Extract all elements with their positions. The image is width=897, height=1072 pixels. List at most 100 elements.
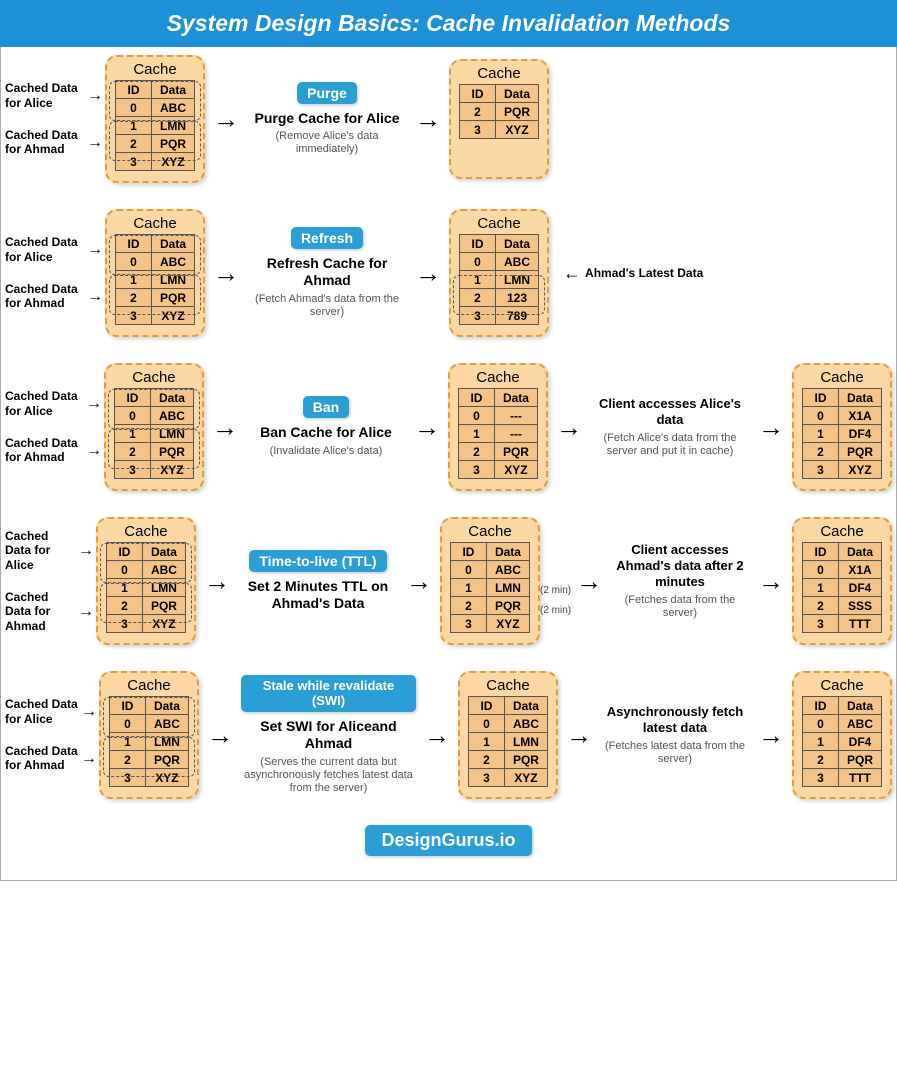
cache-title: Cache xyxy=(802,369,882,386)
cache-table: IDData0ABC1LMN2PQR3XYZ xyxy=(115,234,195,325)
arrow-icon: → xyxy=(86,394,102,413)
label-alice: Cached Data for Alice xyxy=(5,81,85,110)
cache-title: Cache xyxy=(802,677,882,694)
arrow-icon: → xyxy=(205,260,247,286)
arrow-icon: → xyxy=(81,749,97,768)
label-ahmad: Cached Data for Ahmad xyxy=(5,128,85,157)
cache-table: IDData0ABC1LMN2PQR3XYZ xyxy=(106,542,186,633)
label-alice: Cached Data for Alice xyxy=(5,235,85,264)
arrow-icon: → xyxy=(750,722,792,748)
arrow-icon: → xyxy=(196,568,238,594)
step2-title: Asynchronously fetch latest data xyxy=(600,704,750,737)
cache-title: Cache xyxy=(106,523,186,540)
label-ahmad: Cached Data for Ahmad xyxy=(5,436,84,465)
method-swi: Stale while revalidate (SWI) Set SWI for… xyxy=(241,675,416,796)
step2-sub: (Fetches latest data from the server) xyxy=(600,740,750,766)
side-labels: Cached Data for Alice→ Cached Data for A… xyxy=(5,389,104,465)
arrow-icon: → xyxy=(78,602,94,621)
method-action: Set 2 Minutes TTL on Ahmad's Data xyxy=(238,578,398,613)
label-ahmad: Cached Data for Ahmad xyxy=(5,282,85,311)
label-alice: Cached Data for Alice xyxy=(5,529,76,572)
method-action: Ban Cache for Alice xyxy=(260,424,392,442)
arrow-icon: → xyxy=(750,414,792,440)
arrow-icon: → xyxy=(416,722,458,748)
arrow-icon: → xyxy=(750,568,792,594)
ttl-annotation: (2 min) xyxy=(538,605,571,616)
cache-title: Cache xyxy=(468,677,548,694)
cache-mid: Cache IDData0ABC1LMN2PQR3XYZ (2 min) (2 … xyxy=(440,517,540,645)
method-note: (Invalidate Alice's data) xyxy=(270,445,383,458)
label-alice: Cached Data for Alice xyxy=(5,697,79,726)
cache-mid: Cache IDData0---1---2PQR3XYZ xyxy=(448,363,548,491)
swi-step2: Asynchronously fetch latest data (Fetche… xyxy=(600,704,750,766)
cache-before: Cache IDData0ABC1LMN2PQR3XYZ xyxy=(105,55,205,183)
cache-title: Cache xyxy=(114,369,194,386)
arrow-icon: → xyxy=(398,568,440,594)
cache-after: Cache IDData0ABC1DF42PQR3TTT xyxy=(792,671,892,799)
method-badge: Ban xyxy=(303,396,349,418)
footer: DesignGurus.io xyxy=(5,825,892,862)
step2-title: Client accesses Ahmad's data after 2 min… xyxy=(610,542,750,591)
cache-table: IDData0ABC1LMN21233789 xyxy=(459,234,539,325)
arrow-icon: → xyxy=(86,441,102,460)
arrow-icon: → xyxy=(87,133,103,152)
arrow-icon: → xyxy=(204,414,246,440)
cache-table: IDData0ABC1LMN2PQR3XYZ xyxy=(109,696,189,787)
refresh-side-text: Ahmad's Latest Data xyxy=(585,266,703,280)
arrow-icon: → xyxy=(407,260,449,286)
step2-sub: (Fetch Alice's data from the server and … xyxy=(590,432,750,458)
cache-after: Cache IDData0ABC1LMN21233789 xyxy=(449,209,549,337)
method-action: Set SWI for Aliceand Ahmad xyxy=(241,718,416,753)
cache-title: Cache xyxy=(802,523,882,540)
method-note: (Serves the current data but asynchronou… xyxy=(241,756,416,796)
method-note: (Fetch Ahmad's data from the server) xyxy=(247,293,407,319)
cache-mid: Cache IDData0ABC1LMN2PQR3XYZ xyxy=(458,671,558,799)
cache-table: IDData0ABC1LMN2PQR3XYZ xyxy=(114,388,194,479)
arrow-icon: → xyxy=(558,722,600,748)
step2-title: Client accesses Alice's data xyxy=(590,396,750,429)
arrow-icon: → xyxy=(205,106,247,132)
cache-before: Cache IDData0ABC1LMN2PQR3XYZ xyxy=(104,363,204,491)
ttl-step2: Client accesses Ahmad's data after 2 min… xyxy=(610,542,750,620)
arrow-icon: → xyxy=(407,106,449,132)
arrow-icon: → xyxy=(199,722,241,748)
label-ahmad: Cached Data for Ahmad xyxy=(5,590,76,633)
side-labels: Cached Data for Alice→ Cached Data for A… xyxy=(5,235,105,311)
side-labels: Cached Data for Alice → Cached Data for A… xyxy=(5,81,105,157)
cache-before: Cache IDData0ABC1LMN2PQR3XYZ xyxy=(105,209,205,337)
cache-before: Cache IDData0ABC1LMN2PQR3XYZ xyxy=(99,671,199,799)
footer-badge: DesignGurus.io xyxy=(365,825,531,856)
row-ban: Cached Data for Alice→ Cached Data for A… xyxy=(5,363,892,491)
label-ahmad: Cached Data for Ahmad xyxy=(5,744,79,773)
arrow-icon: → xyxy=(406,414,448,440)
label-alice: Cached Data for Alice xyxy=(5,389,84,418)
row-purge: Cached Data for Alice → Cached Data for A… xyxy=(5,55,892,183)
cache-title: Cache xyxy=(115,215,195,232)
cache-title: Cache xyxy=(450,523,530,540)
row-ttl: Cached Data for Alice→ Cached Data for A… xyxy=(5,517,892,645)
method-badge: Refresh xyxy=(291,227,363,249)
diagram-canvas: Cached Data for Alice→ Cached Data for A… xyxy=(0,47,897,881)
cache-after: Cache IDData0X1A1DF42SSS3TTT xyxy=(792,517,892,645)
cache-table: IDData2PQR3XYZ xyxy=(459,84,539,139)
cache-table: IDData0ABC1LMN2PQR3XYZ xyxy=(115,80,195,171)
cache-title: Cache xyxy=(458,369,538,386)
step2-sub: (Fetches data from the server) xyxy=(610,594,750,620)
ttl-annotation: (2 min) xyxy=(538,585,571,596)
method-ttl: Time-to-live (TTL) Set 2 Minutes TTL on … xyxy=(238,550,398,613)
arrow-icon: → xyxy=(87,240,103,259)
method-refresh: Refresh Refresh Cache for Ahmad (Fetch A… xyxy=(247,227,407,319)
method-note: (Remove Alice's data immediately) xyxy=(247,130,407,156)
refresh-side-label: ← Ahmad's Latest Data xyxy=(563,263,703,284)
cache-title: Cache xyxy=(459,65,539,82)
arrow-icon: → xyxy=(87,287,103,306)
side-labels: Cached Data for Alice→ Cached Data for A… xyxy=(5,529,96,633)
arrow-icon: → xyxy=(81,702,97,721)
row-swi: Cached Data for Alice→ Cached Data for A… xyxy=(5,671,892,799)
cache-after: Cache IDData0X1A1DF42PQR3XYZ xyxy=(792,363,892,491)
cache-table: IDData0X1A1DF42SSS3TTT xyxy=(802,542,882,633)
arrow-icon: → xyxy=(78,541,94,560)
cache-table: IDData0ABC1LMN2PQR3XYZ xyxy=(468,696,548,787)
cache-table: IDData0X1A1DF42PQR3XYZ xyxy=(802,388,882,479)
arrow-icon: → xyxy=(548,414,590,440)
